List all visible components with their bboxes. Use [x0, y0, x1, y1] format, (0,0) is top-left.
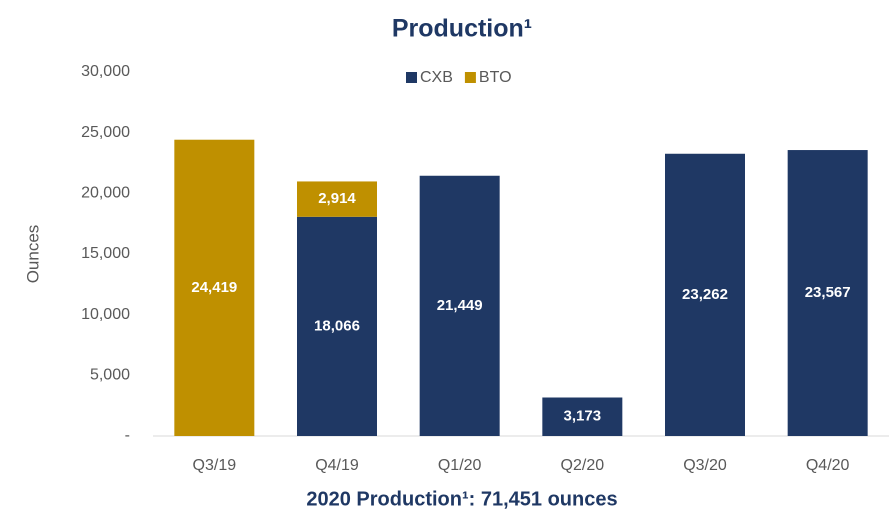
- y-tick-label: 5,000: [90, 367, 130, 384]
- bar-segment: [665, 153, 745, 436]
- y-tick-label: -: [125, 427, 130, 444]
- data-label: 21,449: [437, 297, 483, 314]
- x-tick-label: Q4/19: [315, 457, 359, 474]
- bar-segment: [542, 397, 623, 436]
- bar-segment: [174, 139, 255, 437]
- y-tick-label: 25,000: [81, 124, 130, 141]
- legend-label: CXB: [420, 69, 453, 86]
- bar-segment: [297, 216, 377, 436]
- data-label: 3,173: [564, 408, 602, 425]
- bar-segment: [419, 175, 500, 436]
- data-label: 18,066: [314, 317, 360, 334]
- data-label: 23,567: [805, 284, 851, 301]
- x-tick-label: Q3/19: [193, 457, 237, 474]
- y-tick-label: 10,000: [81, 306, 130, 323]
- legend-label: BTO: [479, 69, 512, 86]
- y-tick-label: 20,000: [81, 185, 130, 202]
- data-label: 2,914: [318, 190, 356, 207]
- x-tick-label: Q1/20: [438, 457, 482, 474]
- bar-segment: [787, 150, 868, 437]
- chart-title: Production¹: [392, 15, 532, 43]
- legend-swatch: [464, 72, 476, 83]
- x-tick-label: Q4/20: [806, 457, 850, 474]
- data-label: 24,419: [191, 279, 237, 296]
- y-axis-label: Ounces: [23, 225, 42, 284]
- y-tick-label: 15,000: [81, 245, 130, 262]
- bar-segment: [297, 181, 377, 217]
- x-tick-label: Q3/20: [683, 457, 727, 474]
- legend-swatch: [406, 72, 417, 83]
- data-label: 23,262: [682, 286, 728, 303]
- x-tick-label: Q2/20: [561, 457, 605, 474]
- y-tick-label: 30,000: [81, 63, 130, 80]
- footer: 2020 Production¹: 71,451 ounces: [306, 488, 617, 510]
